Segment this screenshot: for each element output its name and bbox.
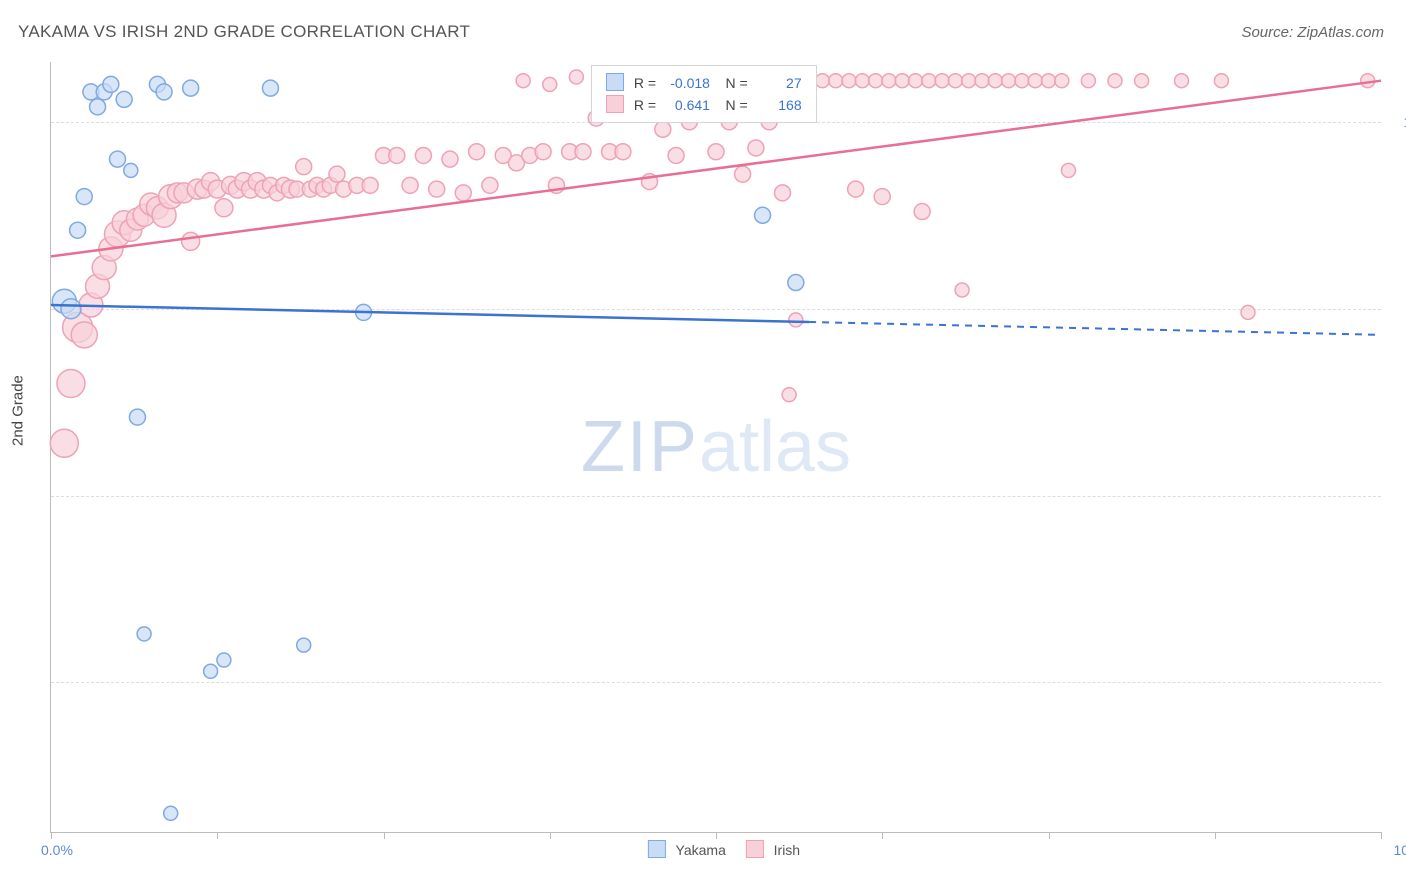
chart-title: YAKAMA VS IRISH 2ND GRADE CORRELATION CH… (18, 22, 470, 42)
legend-irish-name: Irish (774, 842, 800, 858)
legend-yakama-r: -0.018 (660, 72, 710, 94)
y-axis-title: 2nd Grade (10, 375, 27, 446)
legend-r-label: R = (634, 75, 656, 91)
series-legend: Yakama Irish (632, 840, 800, 858)
legend-n-label: N = (726, 75, 748, 91)
legend-swatch-irish (606, 95, 624, 113)
legend-r-label: R = (634, 97, 656, 113)
legend-row-yakama: R = -0.018 N = 27 (606, 72, 802, 94)
source-label: Source: ZipAtlas.com (1241, 24, 1384, 41)
x-min-label: 0.0% (41, 842, 73, 858)
chart-svg (51, 62, 1381, 832)
legend-row-irish: R = 0.641 N = 168 (606, 94, 802, 116)
plot-area: ZIPatlas R = -0.018 N = 27 R = 0.641 N =… (50, 62, 1381, 833)
legend-yakama-name: Yakama (676, 842, 726, 858)
legend-n-label: N = (726, 97, 748, 113)
legend-irish-n: 168 (752, 94, 802, 116)
legend-swatch-yakama (606, 73, 624, 91)
legend-swatch-yakama (648, 840, 666, 858)
legend-yakama-n: 27 (752, 72, 802, 94)
legend-swatch-irish (746, 840, 764, 858)
correlation-legend: R = -0.018 N = 27 R = 0.641 N = 168 (591, 65, 817, 123)
x-max-label: 100.0% (1394, 842, 1406, 858)
legend-irish-r: 0.641 (660, 94, 710, 116)
